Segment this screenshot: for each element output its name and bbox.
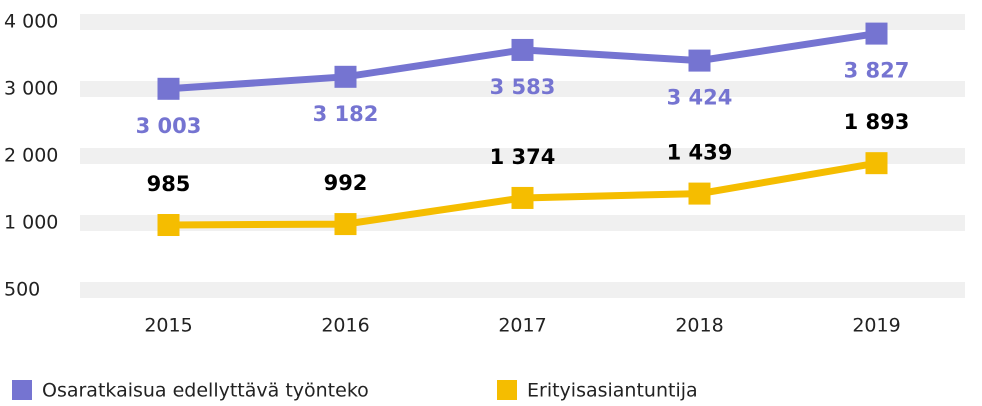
data-label: 3 424 xyxy=(667,86,733,110)
data-label: 1 439 xyxy=(667,141,733,165)
marker xyxy=(511,186,534,209)
marker xyxy=(511,38,534,61)
y-tick-label: 4 000 xyxy=(4,11,58,33)
legend-swatch xyxy=(497,380,517,400)
y-tick-label: 2 000 xyxy=(4,145,58,167)
marker xyxy=(688,49,711,72)
marker xyxy=(157,77,180,100)
legend-label: Erityisasiantuntija xyxy=(527,380,698,402)
y-tick-label: 500 xyxy=(4,279,40,301)
marker xyxy=(865,22,888,45)
data-label: 992 xyxy=(324,171,368,195)
y-tick-label: 1 000 xyxy=(4,212,58,234)
data-label: 3 003 xyxy=(136,114,202,138)
data-label: 3 827 xyxy=(844,59,910,83)
grid-band xyxy=(80,148,965,164)
data-label: 3 182 xyxy=(313,102,379,126)
marker xyxy=(865,152,888,175)
data-label: 985 xyxy=(147,172,191,196)
grid-band xyxy=(80,282,965,298)
marker xyxy=(688,182,711,205)
data-label: 3 583 xyxy=(490,75,556,99)
grid-band xyxy=(80,14,965,30)
marker xyxy=(334,65,357,88)
data-label: 1 893 xyxy=(844,110,910,134)
x-tick-label: 2015 xyxy=(144,315,192,337)
x-tick-label: 2018 xyxy=(675,315,723,337)
legend-label: Osaratkaisua edellyttävä työnteko xyxy=(42,380,369,402)
marker xyxy=(334,213,357,236)
marker xyxy=(157,214,180,237)
x-tick-label: 2017 xyxy=(498,315,546,337)
data-label: 1 374 xyxy=(490,145,556,169)
legend-swatch xyxy=(12,380,32,400)
y-tick-label: 3 000 xyxy=(4,78,58,100)
grid-band xyxy=(80,81,965,97)
x-tick-label: 2019 xyxy=(852,315,900,337)
x-tick-label: 2016 xyxy=(321,315,369,337)
